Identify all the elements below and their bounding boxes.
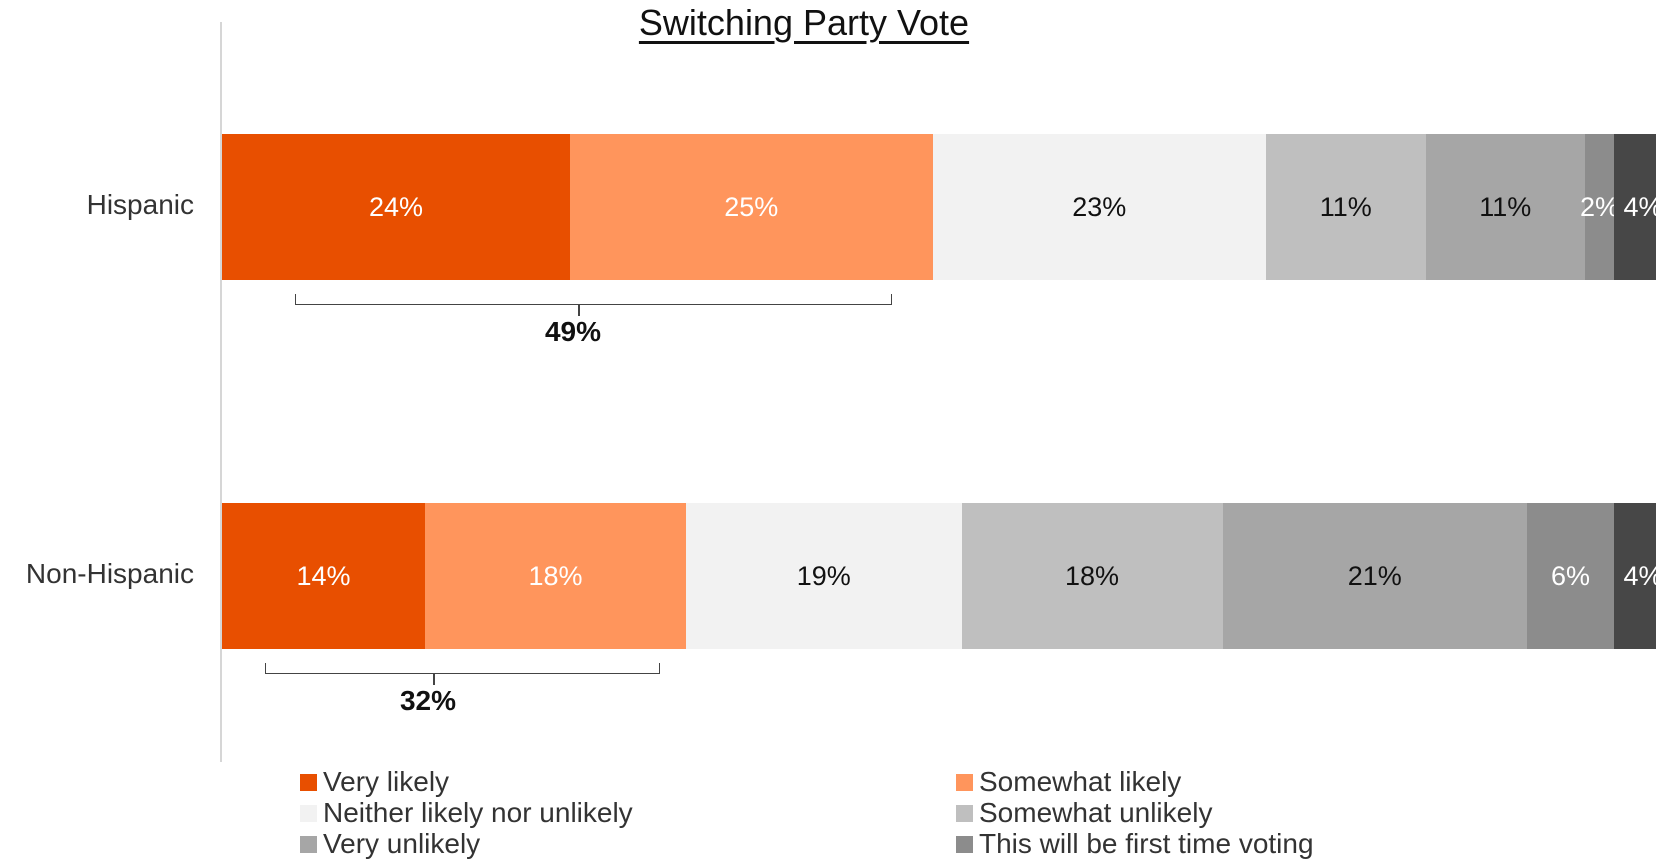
legend-label: Somewhat unlikely (979, 797, 1213, 828)
legend-swatch (956, 835, 973, 853)
data-label: 11% (1319, 191, 1372, 222)
category-label: Non-Hispanic (25, 558, 194, 589)
legend-swatch (300, 804, 317, 822)
bar-segment: 23% (932, 134, 1266, 280)
category-axis-line (220, 22, 222, 762)
data-label: 24% (368, 191, 424, 222)
bar-segment: 2% (1580, 134, 1619, 280)
legend-label: Somewhat likely (979, 766, 1182, 797)
likely-total-bracket (264, 663, 661, 674)
legend-swatch (300, 835, 317, 853)
bar-segment: 25% (570, 134, 933, 280)
legend-label: Neither likely nor unlikely (323, 797, 633, 828)
data-label: 4% (1623, 191, 1656, 222)
data-label: 14% (296, 560, 351, 591)
bracket-label: 49% (544, 316, 602, 347)
bracket-label: 32% (399, 685, 457, 716)
bracket-tick (433, 673, 435, 685)
bracket-tick (578, 304, 580, 316)
legend-item: Neither likely nor unlikely (300, 797, 633, 829)
data-label: 18% (1064, 560, 1120, 591)
likely-total-bracket (295, 294, 892, 305)
bar-segment: 6% (1527, 503, 1614, 649)
legend-label: This will be first time voting (979, 828, 1314, 859)
legend-item: Very unlikely (300, 828, 480, 860)
bar-segment: 4% (1614, 503, 1656, 649)
data-label: 18% (528, 560, 583, 591)
data-label: 4% (1623, 560, 1656, 591)
bar-segment: 24% (222, 134, 570, 280)
legend-item: Somewhat unlikely (956, 797, 1212, 829)
legend-item: Somewhat likely (956, 766, 1181, 798)
legend-item: Very likely (300, 766, 449, 798)
bar-segment: 21% (1222, 503, 1527, 649)
bar-segment: 18% (961, 503, 1223, 649)
category-label: Hispanic (86, 189, 194, 220)
legend-swatch (956, 804, 973, 822)
data-label: 6% (1550, 560, 1591, 591)
bar-segment: 18% (425, 503, 686, 649)
data-label: 25% (724, 191, 779, 222)
legend-item: This will be first time voting (956, 828, 1314, 860)
bar-segment: 19% (686, 503, 962, 649)
bar-segment: 11% (1425, 134, 1585, 280)
legend-swatch (956, 773, 973, 791)
bar-segment: 14% (222, 503, 425, 649)
bar-row: 14% 18% 19% 18% 21% 6% 4% (222, 503, 1656, 649)
data-label: 11% (1479, 191, 1532, 222)
chart-title: Switching Party Vote (638, 2, 970, 43)
data-label: 23% (1072, 191, 1127, 222)
legend-label: Very likely (323, 766, 450, 797)
bar-segment: 11% (1266, 134, 1426, 280)
data-label: 19% (796, 560, 851, 591)
data-label: 2% (1579, 191, 1620, 222)
legend-label: Very unlikely (323, 828, 481, 859)
bar-row: 24% 25% 23% 11% 11% 2%4% (222, 134, 1656, 280)
legend-swatch (300, 773, 317, 791)
bar-segment: 4% (1614, 134, 1656, 280)
data-label: 21% (1347, 560, 1402, 591)
